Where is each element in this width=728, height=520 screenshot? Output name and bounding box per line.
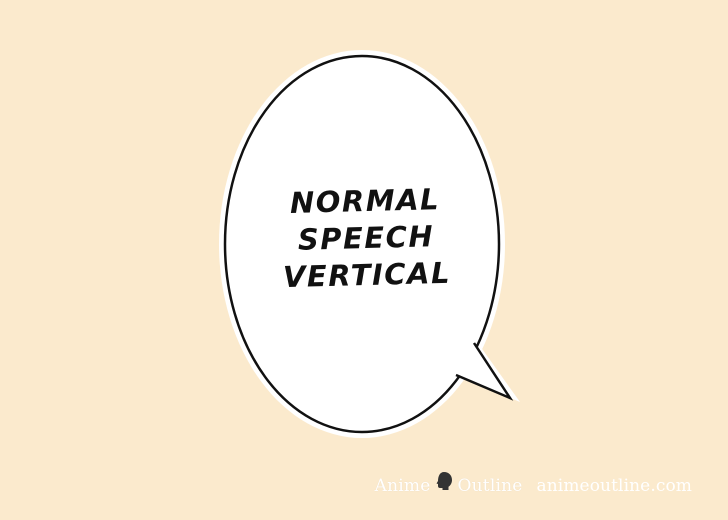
site-url: animeoutline.com [536, 476, 692, 496]
logo-word-outline: Outline [457, 476, 523, 496]
bubble-line-2: SPEECH [297, 219, 435, 257]
watermark: Anime Outline animeoutline.com [374, 472, 692, 498]
bubble-line-1: NORMAL [289, 182, 441, 220]
bubble-line-3: VERTICAL [282, 255, 452, 295]
speech-bubble-body [223, 54, 514, 434]
logo-word-anime: Anime [374, 476, 431, 496]
head-silhouette-icon [436, 472, 452, 490]
speech-bubble-text: NORMAL SPEECH VERTICAL [249, 180, 484, 297]
